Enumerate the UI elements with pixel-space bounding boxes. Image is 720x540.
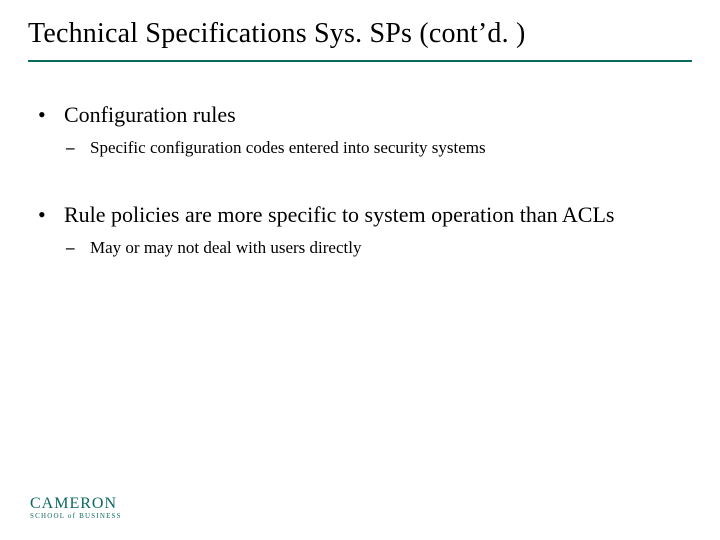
bullet-dash-icon: – (66, 238, 90, 258)
bullet-text: Specific configuration codes entered int… (90, 138, 486, 158)
bullet-dot-icon: • (38, 202, 64, 228)
logo-sub-text: SCHOOL of BUSINESS (30, 512, 122, 520)
logo-main-text: CAMERON (30, 495, 122, 513)
footer-logo: CAMERON SCHOOL of BUSINESS (30, 495, 122, 520)
bullet-text: Configuration rules (64, 102, 236, 128)
slide-title: Technical Specifications Sys. SPs (cont’… (28, 18, 526, 50)
slide: Technical Specifications Sys. SPs (cont’… (0, 0, 720, 540)
spacer (38, 158, 688, 192)
bullet-level2: – Specific configuration codes entered i… (66, 138, 688, 158)
title-underline (28, 60, 692, 62)
bullet-level1: • Rule policies are more specific to sys… (38, 202, 688, 228)
bullet-level1: • Configuration rules (38, 102, 688, 128)
slide-body: • Configuration rules – Specific configu… (38, 92, 688, 258)
bullet-dot-icon: • (38, 102, 64, 128)
bullet-level2: – May or may not deal with users directl… (66, 238, 688, 258)
bullet-text: Rule policies are more specific to syste… (64, 202, 614, 228)
bullet-dash-icon: – (66, 138, 90, 158)
bullet-text: May or may not deal with users directly (90, 238, 361, 258)
